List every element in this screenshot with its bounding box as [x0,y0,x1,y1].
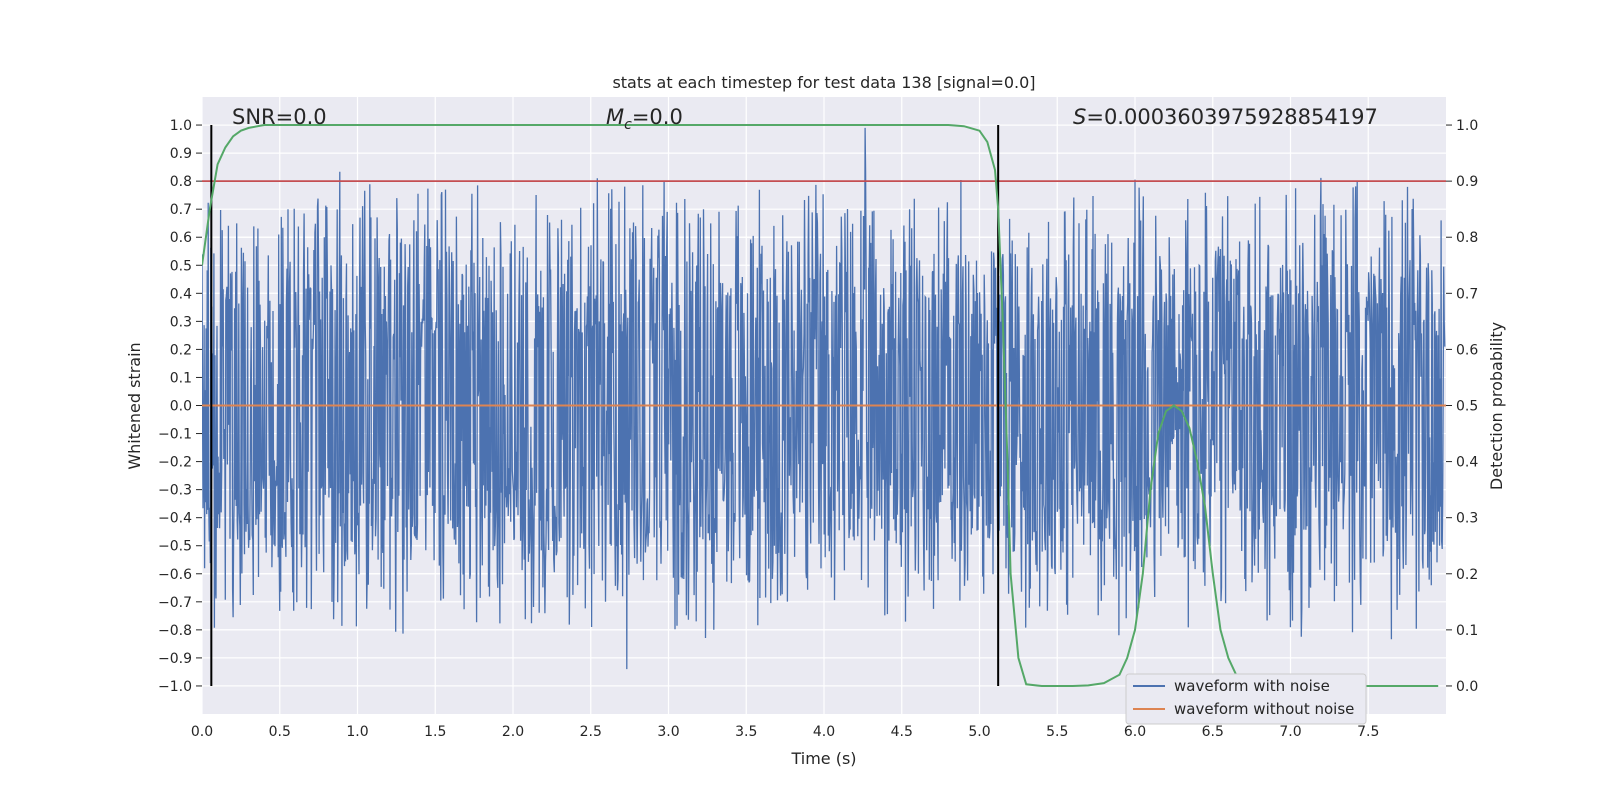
y-tick-label-left: 1.0 [170,118,192,134]
x-tick-label: 1.0 [346,724,368,740]
y-tick-label-right: 0.6 [1456,342,1478,358]
y-tick-label-right: 0.1 [1456,623,1478,639]
x-tick-label: 4.0 [813,724,835,740]
y-axis-label-left: Whitened strain [125,342,144,469]
y-tick-label-right: 0.0 [1456,679,1478,695]
legend-label-noise: waveform with noise [1174,677,1330,695]
y-tick-label-left: −0.2 [158,455,192,471]
x-tick-labels: 0.0 0.5 1.0 1.5 2.0 2.5 3.0 3.5 4.0 4.5 5.0 5.5 6.0 6… [191,724,1380,740]
y-tick-labels-left: 1.0 0.9 0.8 0.7 0.6 0.5 0.4 0.3 0.2 0.1 0.0 −0.1 −0.… [158,118,202,695]
y-tick-label-left: −0.3 [158,483,192,499]
y-tick-labels-right: 1.0 0.9 0.8 0.7 0.6 0.5 0.4 0.3 0.2 0.1 0.0 [1446,118,1478,695]
chart-title: stats at each timestep for test data 138… [612,73,1035,92]
legend-box [1125,673,1367,725]
y-tick-label-right: 0.3 [1456,511,1478,527]
y-tick-label-left: −0.5 [158,539,192,555]
y-tick-label-left: 0.1 [170,370,192,386]
snr-annotation: SNR=0.0 [232,105,327,129]
x-tick-label: 4.5 [891,724,913,740]
y-axis-label-right: Detection probability [1487,322,1506,490]
y-tick-label-left: 0.0 [170,399,192,415]
x-tick-label: 3.0 [657,724,679,740]
x-tick-label: 6.5 [1202,724,1224,740]
x-tick-label: 5.5 [1046,724,1068,740]
y-tick-label-right: 0.8 [1456,230,1478,246]
score-annotation: S=0.0003603975928854197 [1073,105,1378,129]
x-tick-label: 3.5 [735,724,757,740]
y-tick-label-left: −0.9 [158,651,192,667]
y-tick-label-right: 0.4 [1456,455,1478,471]
y-tick-label-left: 0.3 [170,314,192,330]
x-tick-label: 0.0 [191,724,213,740]
y-tick-label-left: 0.7 [170,202,192,218]
legend-label-clean: waveform without noise [1174,700,1354,718]
y-tick-label-left: 0.2 [170,342,192,358]
x-tick-label: 7.5 [1357,724,1379,740]
x-tick-label: 5.0 [968,724,990,740]
y-tick-label-left: −0.7 [158,595,192,611]
y-tick-label-right: 0.2 [1456,567,1478,583]
y-tick-label-left: 0.5 [170,258,192,274]
y-tick-label-left: 0.8 [170,174,192,190]
y-tick-label-left: −0.1 [158,427,192,443]
y-tick-label-left: 0.4 [170,286,192,302]
y-tick-label-left: 0.6 [170,230,192,246]
series-detection-probability [202,124,1439,687]
y-tick-label-left: 0.9 [170,146,192,162]
x-tick-label: 7.0 [1279,724,1301,740]
y-tick-label-right: 1.0 [1456,118,1478,134]
y-tick-label-left: −0.4 [158,511,192,527]
x-tick-label: 0.5 [269,724,291,740]
x-axis-label: Time (s) [790,749,856,768]
series-waveform-with-noise [202,127,1446,670]
x-tick-label: 2.5 [580,724,602,740]
y-tick-label-left: −1.0 [158,679,192,695]
x-tick-label: 6.0 [1124,724,1146,740]
legend: waveform with noise waveform without noi… [1125,673,1367,725]
chirp-mass-annotation: Mc=0.0 [606,105,683,133]
y-tick-label-right: 0.9 [1456,174,1478,190]
x-tick-label: 2.0 [502,724,524,740]
y-tick-label-right: 0.7 [1456,286,1478,302]
y-tick-label-right: 0.5 [1456,399,1478,415]
y-tick-label-left: −0.8 [158,623,192,639]
y-tick-label-left: −0.6 [158,567,192,583]
x-tick-label: 1.5 [424,724,446,740]
